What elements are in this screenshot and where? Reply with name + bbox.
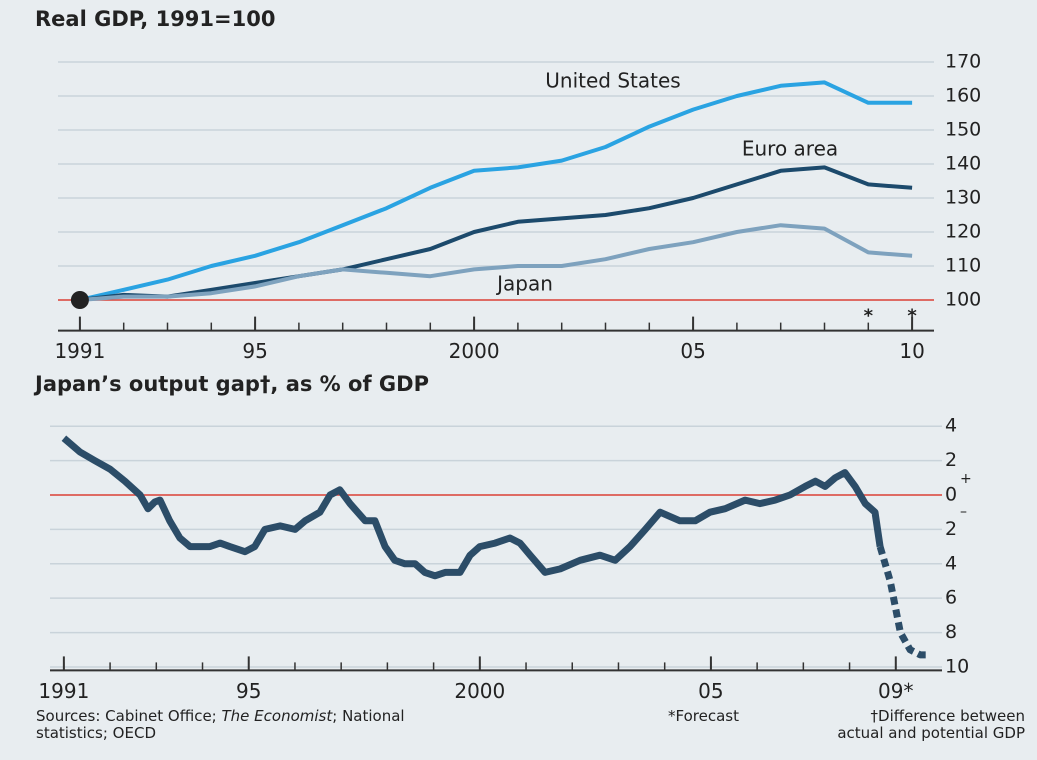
x-tick-label: 2000 (449, 339, 500, 363)
forecast-note: *Forecast (668, 707, 739, 725)
x-tick-label: 2000 (454, 679, 505, 703)
annotation: * (864, 306, 874, 327)
y-tick-label: 150 (945, 119, 981, 141)
y-tick-label: 4 (945, 552, 957, 574)
line-series (61, 435, 884, 580)
y-tick-label: 140 (945, 153, 981, 175)
sign-label: – (960, 504, 967, 520)
sources-note: Sources: Cabinet Office; The Economist; … (36, 708, 436, 742)
series-label: United States (545, 69, 680, 93)
chart-title: Real GDP, 1991=100 (35, 7, 275, 31)
y-tick-label: 0 (945, 483, 957, 505)
y-tick-label: 170 (945, 51, 981, 73)
sources-text: Sources: Cabinet Office; (36, 707, 222, 725)
y-tick-label: 110 (945, 255, 981, 277)
x-tick-label: 05 (698, 679, 723, 703)
line-series (79, 223, 913, 302)
y-tick-label: 8 (945, 621, 957, 643)
chart-title: Japan’s output gap†, as % of GDP (33, 372, 429, 396)
line-series (79, 165, 913, 302)
y-tick-label: 160 (945, 85, 981, 107)
line-series (79, 80, 913, 302)
sources-text: ; National statistics; OECD (36, 707, 405, 742)
y-tick-label: 120 (945, 221, 981, 243)
x-tick-label: 10 (899, 339, 924, 363)
y-tick-label: 6 (945, 587, 957, 609)
sign-label: + (960, 471, 972, 487)
x-tick-label: 1991 (54, 339, 105, 363)
y-tick-label: 130 (945, 187, 981, 209)
x-tick-label: 05 (680, 339, 705, 363)
x-tick-label: 1991 (38, 679, 89, 703)
y-tick-label: 2 (945, 449, 957, 471)
y-tick-label: 4 (945, 415, 957, 437)
dagger-note: †Difference between actual and potential… (837, 707, 1025, 742)
y-tick-label: 2 (945, 518, 957, 540)
base-point (70, 291, 89, 309)
x-tick-label: 95 (242, 339, 267, 363)
line-series (876, 545, 930, 659)
chart: Real GDP, 1991=1001001101201301401501601… (33, 7, 981, 703)
series-label: Japan (495, 272, 553, 296)
sources-italic: The Economist (221, 707, 333, 725)
annotation: * (907, 306, 917, 327)
y-tick-label: 10 (945, 655, 969, 677)
x-tick-label: 95 (236, 679, 261, 703)
y-tick-label: 100 (945, 289, 981, 311)
series-label: Euro area (742, 137, 838, 161)
x-tick-label: 09* (878, 679, 913, 703)
